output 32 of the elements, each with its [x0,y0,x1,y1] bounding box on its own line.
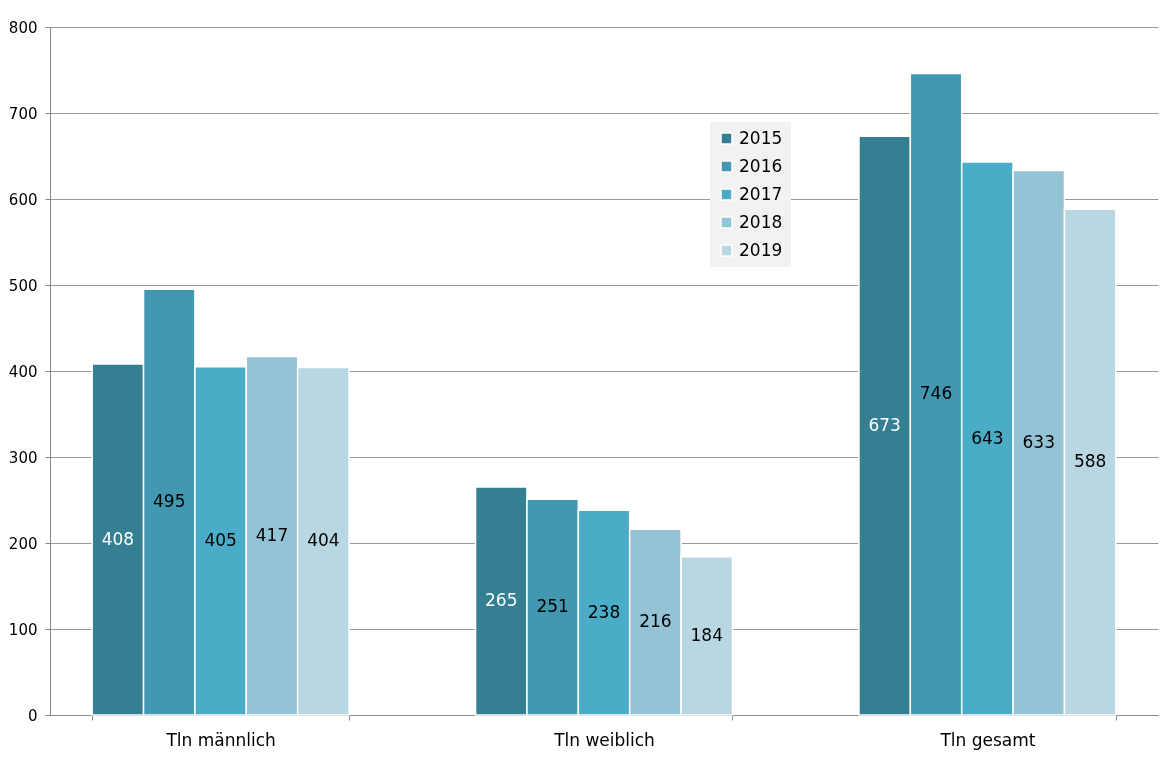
legend-label: 2018 [739,211,783,232]
y-tick-label: 500 [8,276,38,295]
y-tick-label: 100 [8,620,38,639]
data-label: 643 [971,427,1004,448]
y-tick-label: 600 [8,190,38,209]
legend-label: 2015 [739,127,783,148]
data-label: 673 [868,414,901,435]
y-tick-label: 0 [27,706,38,725]
legend-label: 2016 [739,155,783,176]
data-label: 746 [919,383,953,404]
x-tick-label: Tln weiblich [553,729,655,750]
legend-label: 2019 [739,239,783,260]
y-tick-label: 700 [8,104,38,123]
data-label: 633 [1022,431,1055,452]
x-tick-label: Tln gesamt [939,729,1036,750]
data-label: 184 [690,624,723,645]
data-label: 404 [307,530,340,551]
x-tick-label: Tln männlich [165,729,276,750]
y-tick-label: 200 [8,534,38,553]
data-label: 216 [639,611,672,632]
data-label: 251 [536,596,569,617]
data-label: 495 [153,491,186,512]
data-label: 408 [101,528,135,549]
legend-label: 2017 [739,183,783,204]
y-tick-label: 300 [8,448,38,467]
y-tick-label: 800 [8,18,38,37]
data-label: 588 [1073,451,1107,472]
y-tick-label: 400 [8,362,38,381]
data-label: 405 [204,529,237,550]
data-label: 417 [255,524,289,545]
data-label: 265 [485,590,518,611]
data-label: 238 [587,601,621,622]
